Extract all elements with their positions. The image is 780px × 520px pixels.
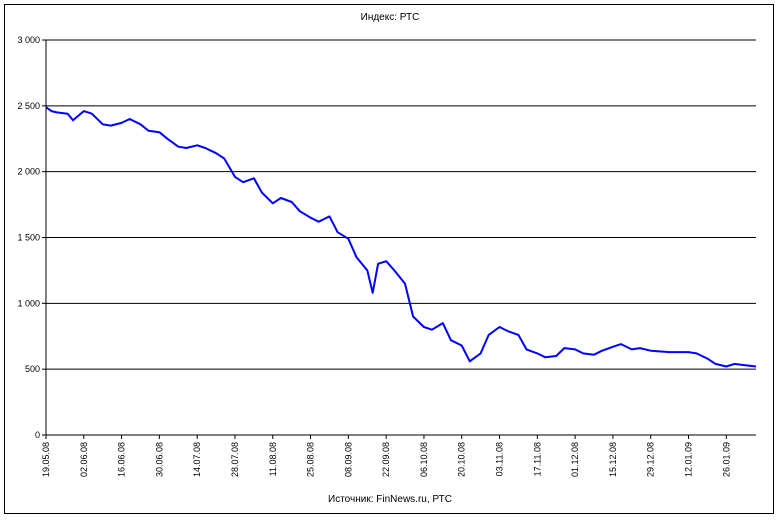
x-tick-label: 03.11.08 bbox=[495, 442, 505, 476]
x-tick-label: 02.06.08 bbox=[79, 442, 89, 477]
y-tick-label: 2 000 bbox=[17, 167, 40, 177]
x-tick-label: 06.10.08 bbox=[419, 442, 429, 477]
x-tick-label: 17.11.08 bbox=[532, 442, 542, 476]
y-tick-label: 3 000 bbox=[17, 35, 40, 45]
x-tick-label: 11.08.08 bbox=[268, 442, 278, 476]
x-tick-label: 30.06.08 bbox=[154, 442, 164, 477]
x-tick-label: 12.01.09 bbox=[684, 442, 694, 477]
x-tick-label: 01.12.08 bbox=[570, 442, 580, 477]
x-tick-label: 25.08.08 bbox=[306, 442, 316, 477]
x-tick-label: 08.09.08 bbox=[343, 442, 353, 477]
x-tick-label: 22.09.08 bbox=[381, 442, 391, 477]
chart-title: Индекс: РТС bbox=[360, 12, 420, 23]
chart-frame bbox=[4, 4, 774, 514]
x-tick-label: 14.07.08 bbox=[192, 442, 202, 477]
grid-lines bbox=[46, 39, 756, 370]
y-tick-labels: 0 500 1 000 1 500 2 000 2 500 3 000 bbox=[17, 35, 40, 440]
y-tick-label: 1 000 bbox=[17, 298, 40, 308]
y-tick-label: 500 bbox=[25, 364, 40, 374]
axes bbox=[42, 39, 756, 439]
y-tick-label: 1 500 bbox=[17, 233, 40, 243]
x-tick-label: 28.07.08 bbox=[230, 442, 240, 477]
y-tick-label: 0 bbox=[35, 430, 40, 440]
y-tick-label: 2 500 bbox=[17, 101, 40, 111]
x-tick-label: 26.01.09 bbox=[721, 442, 731, 477]
x-tick-label: 29.12.08 bbox=[646, 442, 656, 477]
x-tick-label: 20.10.08 bbox=[457, 442, 467, 477]
x-tick-labels: 19.05.08 02.06.08 16.06.08 30.06.08 14.07.08… bbox=[41, 442, 731, 477]
series-line bbox=[45, 106, 757, 368]
series-group bbox=[45, 106, 757, 368]
chart-source: Источник: FinNews.ru, РТС bbox=[328, 494, 452, 505]
x-tick-label: 15.12.08 bbox=[608, 442, 618, 477]
x-tick-label: 16.06.08 bbox=[117, 442, 127, 477]
x-tick-label: 19.05.08 bbox=[41, 442, 51, 477]
